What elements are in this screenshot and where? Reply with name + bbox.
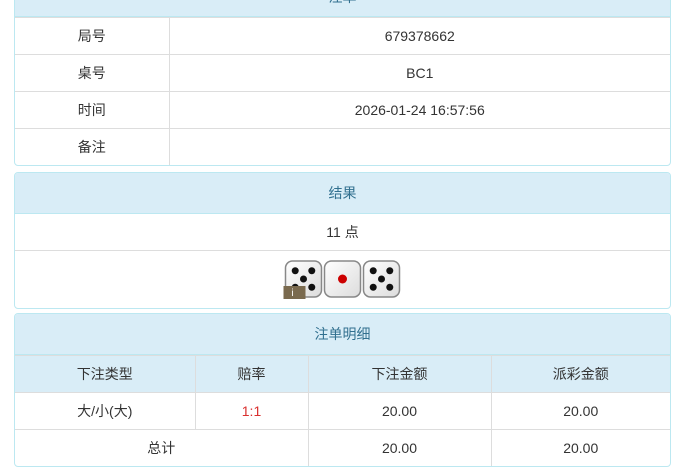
cell: 总计 xyxy=(15,429,309,466)
pip xyxy=(386,267,394,275)
pip xyxy=(308,267,316,275)
detail-panel: 注单明细 下注类型 赔率 下注金额 派彩金额 大/小(大) 1:1 20.00 20.00 总计… xyxy=(14,313,671,467)
pip xyxy=(308,283,316,291)
cell: 20.00 xyxy=(307,392,492,430)
cell xyxy=(168,128,670,165)
row: 备注 xyxy=(15,128,670,165)
cell: 时间 xyxy=(15,91,170,129)
detail-table: 下注类型 赔率 下注金额 派彩金额 大/小(大) 1:1 20.00 20.00 总计 20.00… xyxy=(15,355,670,466)
pip xyxy=(369,283,377,291)
cell: 20.00 xyxy=(490,392,670,430)
cell: 1:1 xyxy=(194,392,309,430)
cell: 桌号 xyxy=(15,54,170,92)
cell: 2026-01-24 16:57:56 xyxy=(168,91,670,129)
pip xyxy=(378,275,385,283)
cell: 20.00 xyxy=(307,429,492,466)
badge-text: i xyxy=(291,288,293,299)
order-table: 局号 679378662 桌号 BC1 时间 2026-01-24 16:57:56 备注 xyxy=(15,17,670,165)
panel-title: 结果 xyxy=(15,173,670,214)
points: 11 点 xyxy=(15,214,670,251)
die xyxy=(362,260,401,298)
row: 局号 679378662 xyxy=(15,17,670,55)
cell: 下注金额 xyxy=(307,355,492,393)
cell: 20.00 xyxy=(490,429,670,466)
result-panel: 结果 11 点 i xyxy=(14,172,671,309)
cell: 备注 xyxy=(15,128,170,165)
pip xyxy=(369,267,377,275)
pip xyxy=(386,283,394,291)
cell: 赔率 xyxy=(194,355,309,393)
badge-bg xyxy=(283,286,306,299)
panel-title: 注单明细 xyxy=(15,314,670,355)
row: 时间 2026-01-24 16:57:56 xyxy=(15,91,670,129)
row: 大/小(大) 1:1 20.00 20.00 xyxy=(15,392,670,430)
pip xyxy=(291,267,299,275)
row: 下注类型 赔率 下注金额 派彩金额 xyxy=(15,355,670,393)
die xyxy=(323,260,362,298)
row: 桌号 BC1 xyxy=(15,54,670,92)
cell: 派彩金额 xyxy=(490,355,670,393)
dice-row: i xyxy=(15,251,670,308)
row: 总计 20.00 20.00 xyxy=(15,429,670,466)
cell: 局号 xyxy=(15,17,170,55)
pip xyxy=(338,274,347,284)
cell: 下注类型 xyxy=(15,355,196,393)
panel-title: 注单 xyxy=(15,0,670,17)
badge: i xyxy=(283,286,306,299)
cell: 679378662 xyxy=(168,17,670,55)
cell: BC1 xyxy=(168,54,670,92)
cell: 大/小(大) xyxy=(15,392,196,430)
pip xyxy=(300,275,307,283)
dice: i xyxy=(283,260,401,299)
